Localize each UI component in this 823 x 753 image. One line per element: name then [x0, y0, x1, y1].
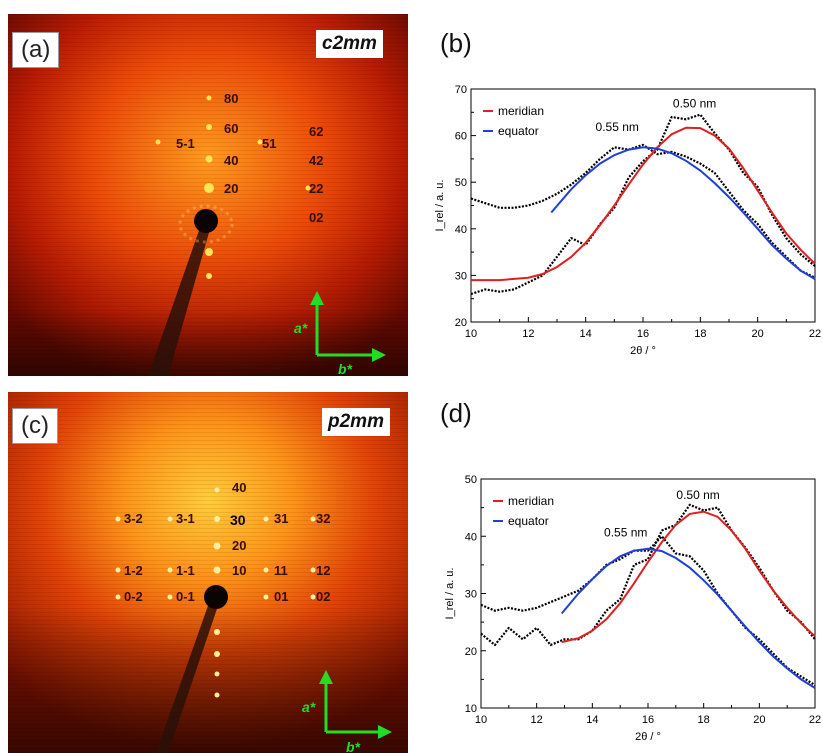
axis-a-star: a*	[294, 320, 308, 336]
reciprocal-axes-a: a* b*	[294, 291, 386, 375]
index-label: 31	[274, 511, 289, 526]
x-tick-label: 18	[694, 328, 706, 340]
data-trace	[480, 535, 816, 687]
indices-c: 40 30 20 10 3-2 3-1 31 32 1-2 1-1 11 12 …	[8, 392, 408, 753]
legend-entry: meridian	[508, 494, 554, 508]
legend-entry: meridian	[498, 104, 544, 118]
x-axis-label: 2θ / °	[635, 731, 661, 743]
y-tick-label: 50	[465, 474, 477, 486]
y-tick-label: 20	[455, 317, 467, 329]
index-label: 51	[262, 136, 277, 151]
meridian-fit-line	[561, 510, 816, 644]
x-tick-label: 14	[586, 714, 598, 726]
index-label: 02	[309, 210, 324, 225]
index-label: 3-2	[124, 511, 143, 526]
index-label: 60	[224, 121, 239, 136]
diffraction-spots-c	[115, 487, 316, 698]
diffraction-pattern-a	[8, 14, 408, 376]
data-trace	[470, 143, 816, 279]
x-tick-label: 10	[475, 714, 487, 726]
index-label: 12	[316, 563, 331, 578]
y-tick-label: 30	[465, 589, 477, 601]
x-axis-label: 2θ / °	[630, 345, 656, 357]
index-label: 80	[224, 91, 239, 106]
peak-annotation: 0.55 nm	[596, 120, 639, 134]
index-label: 5-1	[176, 136, 195, 151]
x-tick-label: 14	[580, 328, 592, 340]
reciprocal-axes-c: a* b*	[302, 670, 392, 753]
x-tick-label: 22	[809, 328, 821, 340]
index-label: 3-1	[176, 511, 195, 526]
index-label: 30	[230, 512, 246, 528]
y-tick-label: 40	[465, 531, 477, 543]
beamstop	[148, 222, 212, 376]
index-label: 11	[274, 563, 288, 578]
chart-b: 10 12 14 16 18 20 22 20 30 40 50 60 70 2θ / ° I_rel / …	[434, 84, 821, 357]
peak-annotation: 0.55 nm	[604, 525, 647, 539]
peak-annotation: 0.50 nm	[676, 488, 719, 502]
x-tick-label: 16	[637, 328, 649, 340]
y-tick-label: 70	[455, 84, 467, 96]
x-tick-label: 22	[809, 714, 821, 726]
x-tick-label: 12	[531, 714, 543, 726]
data-trace	[470, 113, 816, 296]
index-label: 22	[309, 181, 324, 196]
panel-d-label: (d)	[440, 398, 472, 428]
panel-c-label: (c)	[12, 408, 58, 444]
panel-b-label: (b)	[440, 28, 472, 58]
index-label: 40	[232, 480, 247, 495]
axis-a-star: a*	[302, 699, 316, 715]
legend-entry: equator	[498, 124, 539, 138]
equator-fit-line	[560, 547, 816, 689]
index-label: 1-2	[124, 563, 143, 578]
index-label: 0-2	[124, 589, 143, 604]
x-tick-label: 12	[522, 328, 534, 340]
y-axis-label: I_rel / a. u.	[434, 180, 446, 232]
index-label: 1-1	[176, 563, 195, 578]
x-tick-label: 20	[752, 328, 764, 340]
y-tick-label: 50	[455, 177, 467, 189]
index-label: 10	[232, 563, 247, 578]
index-label: 40	[224, 153, 239, 168]
diffraction-spots-a	[155, 95, 311, 279]
index-label: 20	[224, 181, 239, 196]
y-tick-label: 10	[465, 703, 477, 715]
equator-fit-line	[550, 146, 816, 280]
index-label: 02	[316, 589, 331, 604]
index-label: 42	[309, 153, 324, 168]
index-label: 20	[232, 538, 247, 553]
diffraction-pattern-c	[8, 392, 408, 753]
index-label: 0-1	[176, 589, 195, 604]
chart-d: 10 12 14 16 18 20 22 10 20 30 40 50 2θ / ° I_rel / a.…	[444, 474, 821, 743]
panel-a-label: (a)	[12, 32, 60, 68]
x-tick-label: 18	[698, 714, 710, 726]
panel-c-group: p2mm	[322, 408, 390, 436]
index-label: 01	[274, 589, 289, 604]
legend-entry: equator	[508, 514, 549, 528]
y-tick-label: 60	[455, 131, 467, 143]
y-tick-label: 40	[455, 224, 467, 236]
y-axis-label: I_rel / a. u.	[444, 568, 456, 620]
y-tick-label: 30	[455, 270, 467, 282]
x-tick-label: 16	[642, 714, 654, 726]
index-label: 32	[316, 511, 331, 526]
x-tick-label: 20	[753, 714, 765, 726]
meridian-fit-line	[471, 126, 816, 282]
axis-b-star: b*	[346, 739, 361, 753]
x-tick-label: 10	[465, 328, 477, 340]
axis-b-star: b*	[338, 361, 353, 375]
indices-a: 80 60 40 20 5-1 51 62 42 22 02	[8, 14, 408, 376]
panel-a-group: c2mm	[316, 30, 383, 58]
y-tick-label: 20	[465, 646, 477, 658]
peak-annotation: 0.50 nm	[673, 97, 716, 111]
beamstop	[156, 600, 220, 753]
index-label: 62	[309, 124, 324, 139]
